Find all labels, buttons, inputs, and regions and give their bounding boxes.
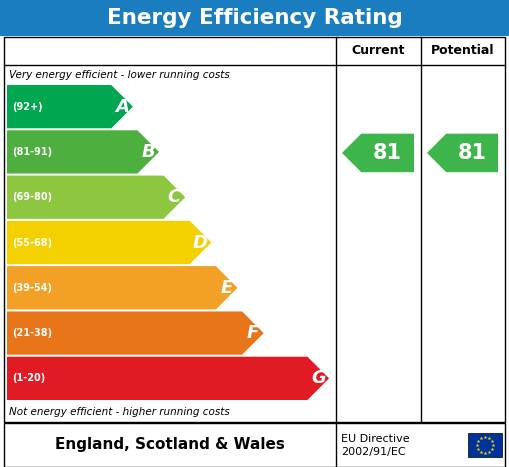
Bar [468, 433, 502, 457]
Text: (55-68): (55-68) [12, 238, 52, 248]
Polygon shape [7, 221, 211, 264]
Text: EU Directive: EU Directive [341, 434, 410, 444]
Text: B: B [142, 143, 155, 161]
Polygon shape [7, 357, 329, 400]
Polygon shape [7, 130, 159, 174]
Polygon shape [7, 85, 133, 128]
Text: Very energy efficient - lower running costs: Very energy efficient - lower running co… [9, 70, 230, 80]
Text: England, Scotland & Wales: England, Scotland & Wales [55, 438, 285, 453]
Polygon shape [427, 134, 498, 172]
Polygon shape [7, 266, 238, 310]
Text: 81: 81 [458, 143, 487, 163]
Text: A: A [115, 98, 129, 116]
Text: G: G [311, 369, 326, 387]
Text: Energy Efficiency Rating: Energy Efficiency Rating [106, 8, 403, 28]
Text: (69-80): (69-80) [12, 192, 52, 202]
Bar [4, 423, 505, 467]
Text: F: F [247, 324, 259, 342]
Bar [0, 0, 509, 36]
Text: (39-54): (39-54) [12, 283, 52, 293]
Text: D: D [193, 234, 208, 252]
Text: E: E [220, 279, 233, 297]
Text: (21-38): (21-38) [12, 328, 52, 338]
Text: 2002/91/EC: 2002/91/EC [341, 447, 406, 457]
Text: (81-91): (81-91) [12, 147, 52, 157]
Text: 81: 81 [373, 143, 402, 163]
Polygon shape [342, 134, 414, 172]
Polygon shape [7, 311, 264, 355]
Text: C: C [168, 188, 181, 206]
Text: (1-20): (1-20) [12, 373, 45, 383]
Text: Potential: Potential [431, 44, 495, 57]
Bar [4, 37, 505, 422]
Text: Not energy efficient - higher running costs: Not energy efficient - higher running co… [9, 407, 230, 417]
Text: (92+): (92+) [12, 102, 43, 112]
Polygon shape [7, 176, 185, 219]
Text: Current: Current [352, 44, 405, 57]
